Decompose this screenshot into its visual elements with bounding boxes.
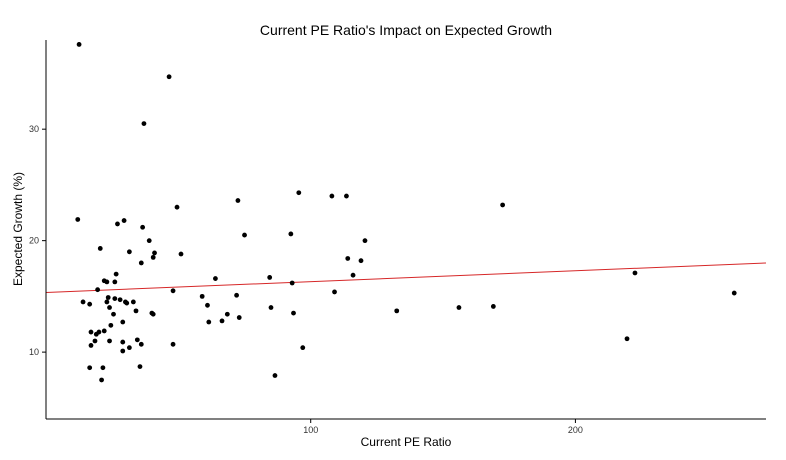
data-point <box>490 304 496 309</box>
data-point <box>108 322 114 328</box>
data-point <box>242 232 247 238</box>
data-point <box>126 249 132 255</box>
data-point <box>137 364 143 370</box>
x-tick-label: 200 <box>568 425 583 435</box>
data-point <box>76 42 82 47</box>
data-point <box>87 365 93 371</box>
data-point <box>166 74 172 80</box>
x-axis-ticks: 100 200 <box>303 419 583 435</box>
data-point <box>296 190 302 196</box>
data-point <box>224 311 230 317</box>
data-point <box>300 345 306 351</box>
data-point <box>107 338 112 344</box>
data-point <box>350 272 356 278</box>
data-point <box>80 299 86 305</box>
data-point <box>500 202 506 208</box>
data-point <box>206 319 212 325</box>
data-point <box>219 318 225 324</box>
data-point <box>178 251 184 257</box>
data-point <box>632 270 638 276</box>
data-point <box>107 305 112 310</box>
data-point <box>113 271 119 277</box>
data-point <box>291 310 296 316</box>
data-point <box>138 260 144 266</box>
data-point <box>75 217 81 222</box>
data-point <box>289 280 295 286</box>
data-point <box>112 279 118 285</box>
chart-title: Current PE Ratio's Impact on Expected Gr… <box>260 22 552 38</box>
data-point <box>624 336 630 342</box>
data-point <box>236 315 242 320</box>
data-point <box>272 373 278 378</box>
data-point <box>96 329 102 335</box>
data-point <box>100 365 106 371</box>
data-point <box>104 299 110 305</box>
y-axis-title: Expected Growth (%) <box>11 172 25 286</box>
data-point <box>111 311 116 317</box>
data-point <box>199 293 205 299</box>
data-point <box>235 198 241 203</box>
data-point <box>120 319 126 325</box>
data-point <box>345 256 351 261</box>
data-point <box>332 289 337 295</box>
data-point <box>120 348 126 354</box>
data-point <box>115 221 120 227</box>
data-point <box>104 279 110 285</box>
data-point <box>344 193 349 199</box>
data-point <box>101 328 107 334</box>
data-point <box>267 275 273 280</box>
data-point <box>126 345 132 351</box>
data-point <box>234 292 239 298</box>
data-point <box>205 302 210 308</box>
data-point <box>150 254 156 260</box>
trend-line <box>45 262 767 293</box>
data-point <box>456 305 462 310</box>
data-point <box>130 299 136 305</box>
x-tick-label: 100 <box>303 425 318 435</box>
data-point <box>140 224 146 230</box>
x-axis-title: Current PE Ratio <box>361 435 452 449</box>
data-point <box>99 377 104 383</box>
data-point <box>358 258 364 264</box>
data-point <box>133 308 139 314</box>
data-point <box>150 311 156 317</box>
data-point <box>134 337 140 343</box>
y-tick-label: 10 <box>29 347 39 357</box>
data-point <box>394 308 400 314</box>
data-point <box>121 218 127 223</box>
data-point <box>97 246 103 251</box>
data-point <box>117 297 123 303</box>
data-point <box>731 290 737 296</box>
y-tick-label: 30 <box>29 124 39 134</box>
data-point <box>124 300 130 306</box>
data-point <box>92 338 98 344</box>
data-point <box>87 301 93 307</box>
data-point <box>88 343 94 348</box>
data-point <box>138 341 144 347</box>
data-point <box>213 276 218 281</box>
plot-area <box>45 42 767 383</box>
data-point <box>112 296 118 302</box>
data-point <box>170 341 176 347</box>
y-tick-label: 20 <box>29 236 39 246</box>
data-point <box>146 238 152 244</box>
data-point <box>105 295 111 300</box>
data-point <box>268 305 274 310</box>
data-point <box>152 250 157 256</box>
data-point <box>174 204 180 210</box>
data-point <box>141 121 147 127</box>
data-point <box>120 339 126 345</box>
data-point <box>88 329 94 335</box>
data-point <box>95 287 101 293</box>
data-point <box>329 193 335 199</box>
y-axis-ticks: 10 20 30 <box>29 124 46 357</box>
data-point <box>288 231 294 237</box>
data-point <box>170 288 176 294</box>
data-point <box>362 238 368 244</box>
